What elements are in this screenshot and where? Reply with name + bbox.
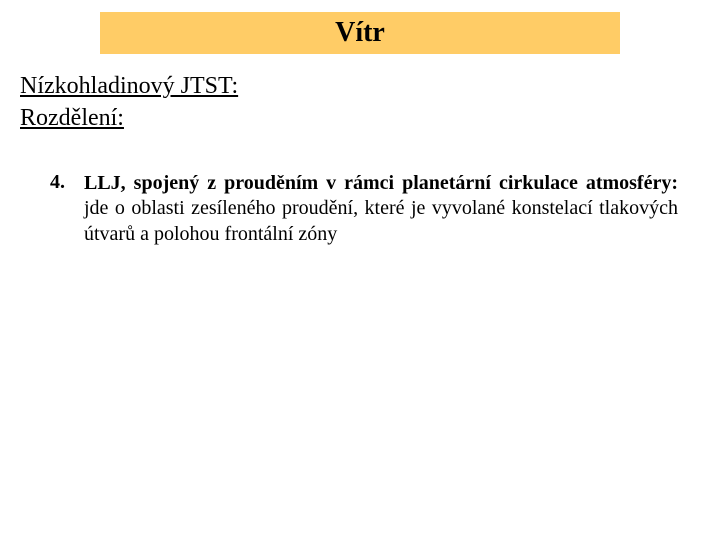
list-item-body: LLJ, spojený z prouděním v rámci planetá…: [84, 171, 678, 248]
list-item-rest: jde o oblasti zesíleného proudění, které…: [84, 197, 678, 245]
list-item-lead: LLJ, spojený z prouděním v rámci planetá…: [84, 172, 678, 194]
page-title: Vítr: [335, 17, 385, 49]
list-item-number: 4.: [50, 171, 84, 194]
heading-primary: Nízkohladinový JTST:: [20, 70, 700, 102]
list-item: 4. LLJ, spojený z prouděním v rámci plan…: [50, 171, 678, 248]
heading-secondary: Rozdělení:: [20, 102, 700, 134]
list-block: 4. LLJ, spojený z prouděním v rámci plan…: [20, 171, 700, 248]
title-bar: Vítr: [100, 12, 620, 54]
headings-block: Nízkohladinový JTST: Rozdělení:: [20, 70, 700, 135]
